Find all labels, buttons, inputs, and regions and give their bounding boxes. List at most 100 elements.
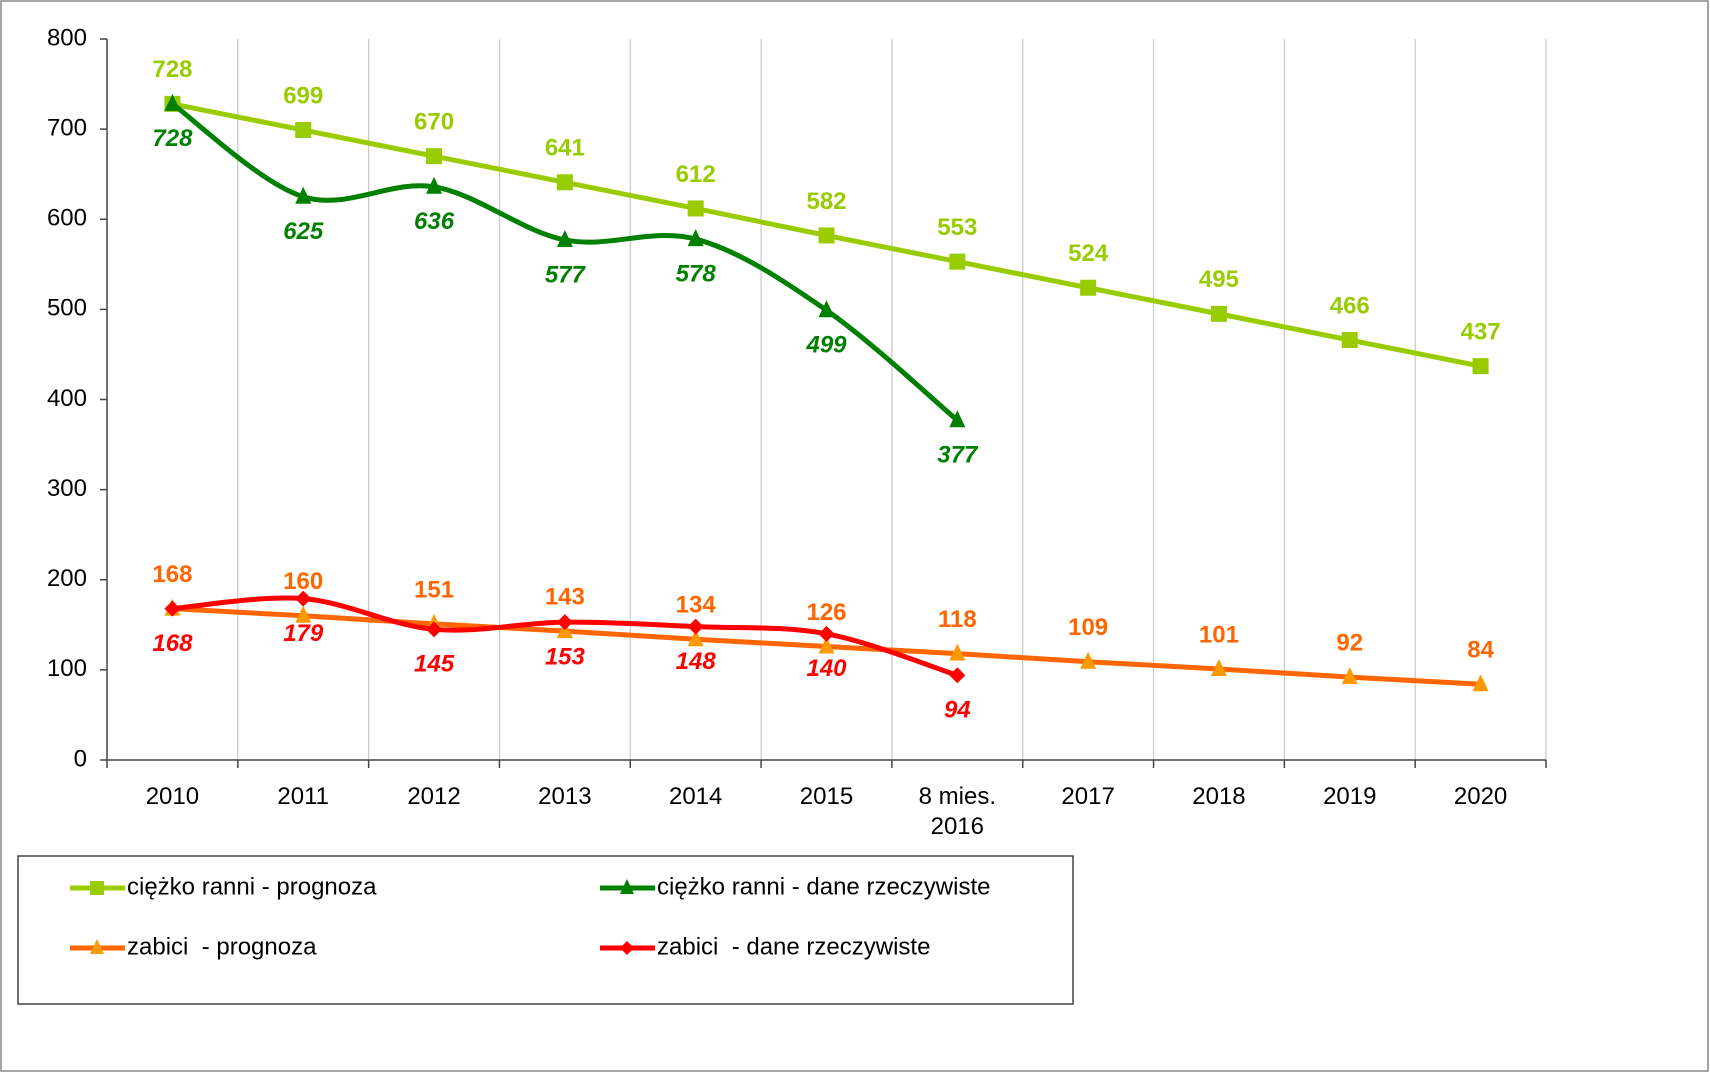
data-label: 699 [283,82,323,109]
marker [949,253,966,270]
x-tick-label: 2017 [1061,783,1115,810]
data-label: 728 [152,125,193,152]
marker [556,614,573,631]
data-label: 636 [414,208,455,235]
x-tick-label: 2010 [145,783,200,810]
data-label: 109 [1068,614,1108,641]
marker [164,600,181,617]
x-tick-label: 8 mies. 2016 [918,783,996,840]
marker [295,122,312,139]
data-label: 148 [676,648,717,675]
data-label: 612 [676,161,716,188]
data-label: 168 [152,561,192,588]
data-label: 101 [1199,621,1239,648]
marker [1210,305,1227,322]
legend-marker [90,939,104,954]
marker [426,621,443,638]
legend-marker [90,881,104,895]
data-label: 94 [944,697,971,724]
data-label: 641 [545,135,585,162]
marker [818,625,835,642]
x-tick-label: 2015 [799,783,854,810]
data-label: 582 [806,188,846,215]
legend-label: zabici - prognoza [127,933,317,960]
data-label: 625 [283,218,324,245]
data-label: 140 [806,655,847,682]
marker [1472,358,1489,375]
x-tick-label: 2018 [1192,783,1246,810]
data-label: 134 [676,592,717,619]
marker [1210,658,1227,676]
data-label: 553 [937,214,977,241]
marker [1080,279,1097,296]
y-tick-label: 100 [47,655,87,682]
data-label: 179 [283,620,324,647]
marker [1472,674,1489,692]
marker [295,186,312,204]
marker [1341,667,1358,685]
marker [949,667,966,684]
legend-box [17,855,1074,1005]
legend-label: ciężko ranni - dane rzeczywiste [657,873,990,900]
marker [687,618,704,635]
marker [687,629,704,647]
marker [818,227,835,244]
marker [1080,651,1097,669]
data-label: 377 [937,442,979,469]
y-tick-label: 600 [47,205,87,232]
data-label: 168 [152,630,193,657]
marker [426,148,443,165]
legend-marker [620,941,634,955]
marker [818,300,835,318]
marker [556,229,573,247]
marker [949,643,966,661]
x-tick-label: 2013 [538,783,592,810]
x-tick-label: 2011 [277,783,330,810]
y-tick-label: 700 [47,114,87,141]
data-label: 495 [1199,266,1239,293]
data-label: 145 [414,651,455,678]
data-label: 84 [1467,637,1494,664]
marker [164,93,181,111]
data-label: 524 [1068,240,1109,267]
data-label: 153 [545,643,586,670]
marker [426,176,443,194]
marker [295,605,312,623]
marker [1341,332,1358,349]
x-tick-label: 2019 [1323,783,1377,810]
legend-marker [620,879,634,894]
y-tick-label: 300 [47,475,87,502]
data-label: 499 [805,332,847,359]
legend-label: ciężko ranni - prognoza [127,873,377,900]
marker [556,174,573,191]
data-label: 670 [414,109,454,136]
data-label: 578 [676,260,717,287]
x-tick-label: 2012 [407,783,461,810]
data-label: 577 [545,261,587,288]
data-label: 728 [152,56,192,83]
data-label: 437 [1461,318,1501,345]
data-label: 143 [545,583,585,610]
y-tick-label: 800 [47,24,87,51]
data-label: 151 [414,576,454,603]
marker [818,636,835,654]
legend-label: zabici - dane rzeczywiste [657,933,930,960]
data-label: 466 [1330,292,1370,319]
marker [949,410,966,428]
data-label: 126 [806,599,846,626]
y-tick-label: 200 [47,565,87,592]
data-label: 118 [938,606,977,633]
marker [295,590,312,607]
y-tick-label: 0 [74,745,87,772]
marker [687,229,704,247]
x-tick-label: 2020 [1453,783,1508,810]
marker [687,200,704,217]
data-label: 160 [283,568,323,595]
y-tick-label: 400 [47,385,87,412]
x-tick-label: 2014 [668,783,723,810]
data-label: 92 [1336,629,1363,656]
y-tick-label: 500 [47,295,87,322]
